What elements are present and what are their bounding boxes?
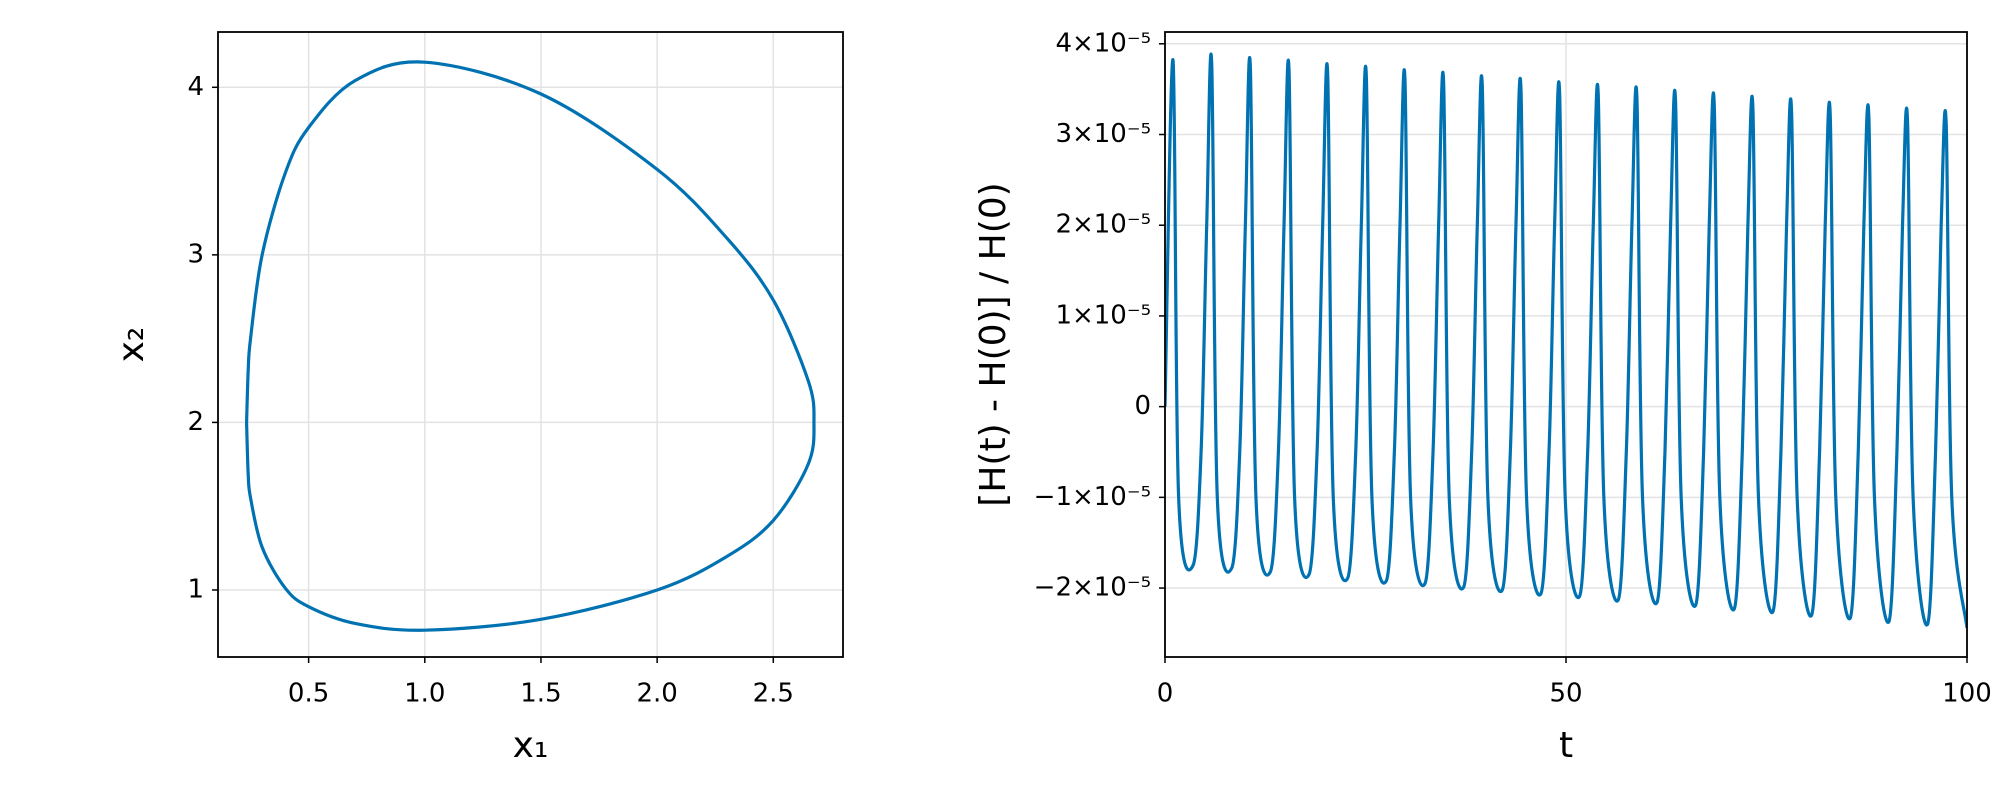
x-tick-label: 2.0	[636, 679, 677, 709]
y-tick-label: −1×10⁻⁵	[1034, 482, 1151, 512]
y-tick-label: 2	[187, 407, 204, 437]
y-tick-label: 4×10⁻⁵	[1055, 28, 1151, 58]
y-tick-label: 4	[187, 72, 204, 102]
y-tick-label: −2×10⁻⁵	[1034, 573, 1151, 603]
x-tick-label: 100	[1942, 679, 1992, 709]
data-line	[244, 60, 816, 632]
x-tick-label: 2.5	[753, 679, 794, 709]
x-axis-label: x₁	[513, 725, 549, 766]
y-axis-label: x₂	[111, 327, 152, 363]
x-tick-label: 1.0	[404, 679, 445, 709]
x-tick-label: 0	[1157, 679, 1174, 709]
y-axis-label: [H(t) - H(0)] / H(0)	[973, 182, 1014, 506]
data-line	[1165, 52, 1967, 629]
y-tick-label: 3	[187, 239, 204, 269]
plot-frame	[1164, 31, 1968, 658]
y-tick-label: 3×10⁻⁵	[1055, 119, 1151, 149]
plot-frame	[217, 31, 844, 658]
x-axis-label: t	[1559, 725, 1573, 766]
x-tick-label: 50	[1549, 679, 1582, 709]
y-tick-label: 1×10⁻⁵	[1055, 300, 1151, 330]
y-tick-label: 1	[187, 574, 204, 604]
y-tick-label: 0	[1134, 391, 1151, 421]
y-tick-label: 2×10⁻⁵	[1055, 210, 1151, 240]
x-tick-label: 0.5	[288, 679, 329, 709]
x-tick-label: 1.5	[520, 679, 561, 709]
